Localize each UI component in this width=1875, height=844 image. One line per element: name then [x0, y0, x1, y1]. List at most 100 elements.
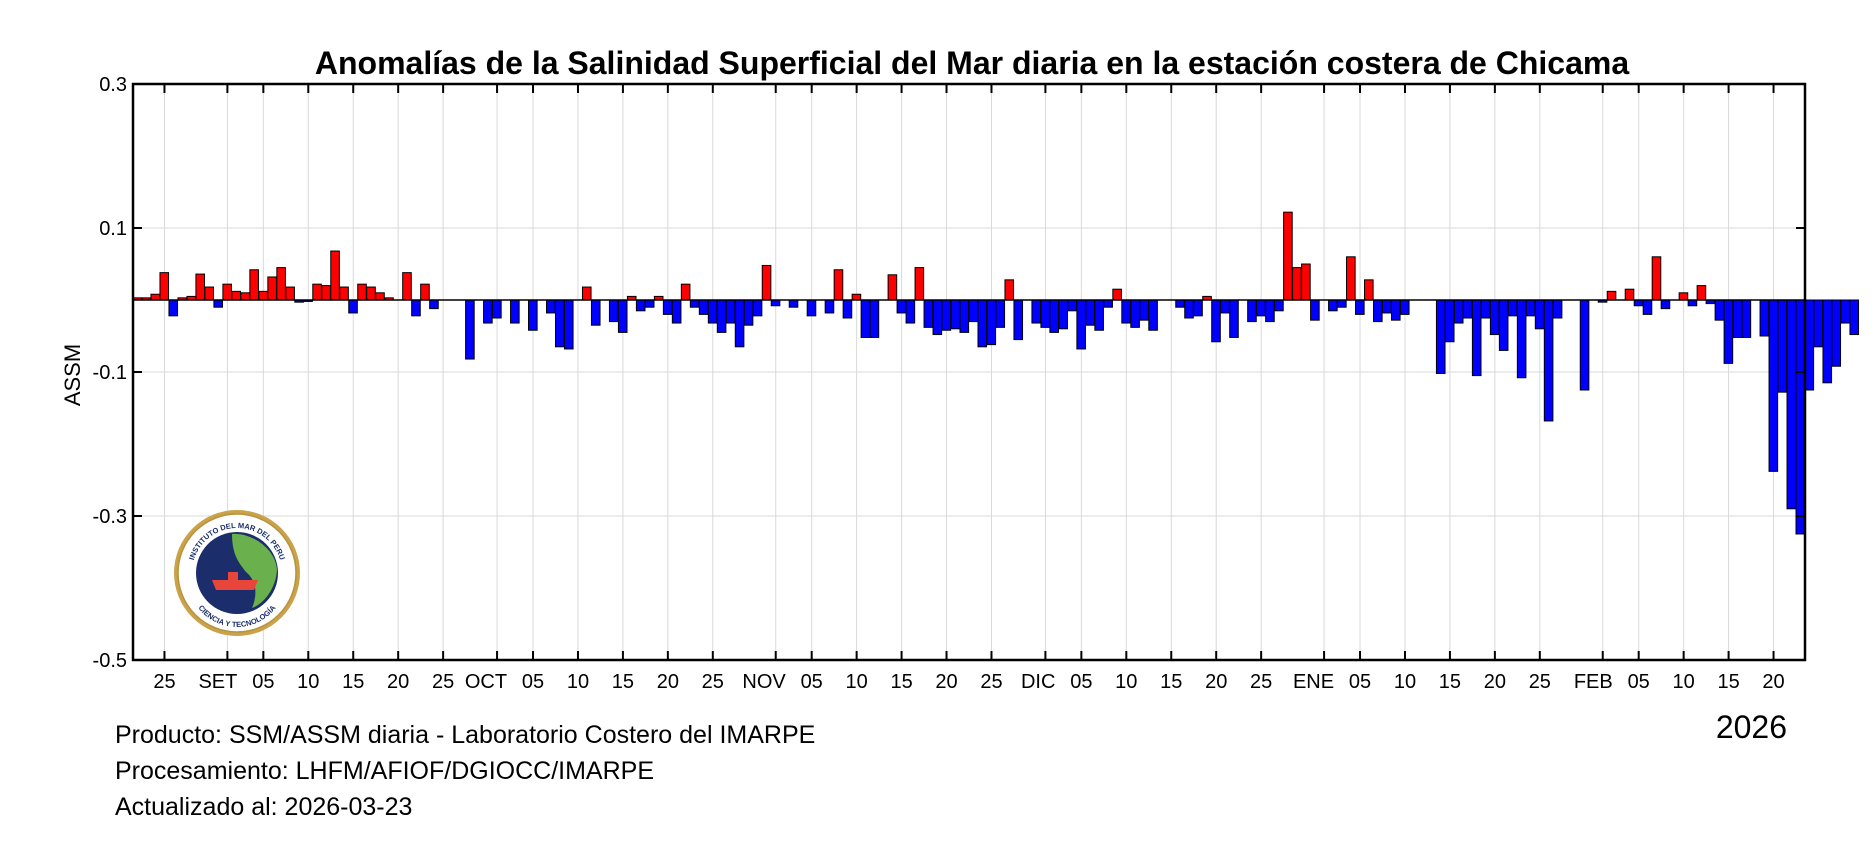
bar-negative [483, 299, 493, 324]
bar-positive [222, 283, 232, 301]
bar-positive [420, 283, 430, 301]
bar-negative [554, 299, 565, 348]
bar-negative [1525, 299, 1536, 317]
footer-credits: Producto: SSM/ASSM diaria - Laboratorio … [115, 717, 815, 825]
bar-negative [1723, 299, 1734, 364]
bar-negative [1786, 299, 1797, 510]
bar-negative [213, 299, 223, 308]
bar-positive [150, 293, 161, 301]
bar-negative [510, 299, 520, 324]
x-tick-label: NOV [742, 671, 786, 693]
bar-positive [761, 264, 772, 301]
grid-lines [133, 83, 1805, 661]
footer-product: Producto: SSM/ASSM diaria - Laboratorio … [115, 721, 816, 749]
y-tick-label: -0.3 [93, 506, 127, 528]
bar-negative [905, 299, 916, 324]
bar-negative [1462, 299, 1473, 319]
x-tick-label: SET [198, 671, 237, 693]
bar-positive [914, 267, 925, 301]
bar-positive [851, 293, 862, 301]
x-tick-label: 05 [252, 671, 274, 693]
bar-negative [1507, 299, 1518, 317]
bar-negative [752, 299, 763, 317]
bar-negative [1552, 299, 1563, 319]
bar-negative [1049, 299, 1059, 333]
x-tick-label: 20 [1484, 671, 1506, 693]
bar-positive [581, 286, 592, 301]
bar-negative [1229, 299, 1239, 338]
x-tick-label: OCT [465, 671, 507, 693]
bar-negative [1265, 299, 1275, 323]
bar-negative [1498, 299, 1509, 351]
bar-positive [159, 272, 170, 301]
x-tick-label: 05 [1349, 671, 1371, 693]
x-tick-label: 15 [1160, 671, 1182, 693]
y-tick-label: -0.1 [93, 362, 127, 384]
bar-negative [986, 299, 997, 346]
bar-negative [698, 299, 709, 315]
bar-negative [869, 299, 880, 338]
bar-positive [1292, 267, 1302, 301]
bar-positive [1346, 256, 1356, 301]
x-tick-label: 25 [432, 671, 454, 693]
bar-negative [1139, 299, 1149, 321]
bar-negative [617, 299, 628, 333]
y-tick-label: 0.3 [99, 74, 127, 96]
bar-negative [977, 299, 988, 348]
bar-negative [806, 299, 817, 317]
bar-negative [1058, 299, 1068, 330]
bar-negative [1148, 299, 1158, 331]
bar-negative [896, 299, 907, 314]
x-tick-label: 05 [1070, 671, 1092, 693]
bars [132, 211, 1860, 535]
bar-positive [1651, 256, 1662, 301]
bar-negative [1642, 299, 1653, 315]
bar-negative [1741, 299, 1752, 338]
bar-negative [743, 299, 754, 326]
y-tick-label: -0.5 [93, 650, 127, 672]
bar-negative [644, 299, 655, 308]
x-tick-label: 10 [297, 671, 319, 693]
x-tick-label: ENE [1293, 671, 1334, 693]
bar-negative [1543, 299, 1554, 422]
bar-negative [348, 299, 358, 314]
bar-negative [1274, 299, 1284, 312]
bar-positive [1606, 290, 1617, 301]
x-tick-label: 25 [153, 671, 175, 693]
x-tick-label: 15 [1439, 671, 1461, 693]
bar-positive [321, 285, 331, 301]
x-tick-label: 15 [342, 671, 364, 693]
x-tick-label: 25 [980, 671, 1002, 693]
bar-negative [429, 299, 439, 310]
bar-negative [1310, 299, 1320, 321]
bar-negative [1759, 299, 1770, 337]
x-tick-label: 25 [702, 671, 724, 693]
bar-negative [1355, 299, 1365, 315]
bar-negative [1579, 299, 1590, 391]
bar-positive [680, 283, 691, 301]
bar-negative [1328, 299, 1338, 312]
x-tick-label: 20 [935, 671, 957, 693]
bar-positive [1301, 263, 1311, 301]
bar-positive [402, 272, 412, 301]
bar-positive [887, 274, 898, 301]
bar-negative [492, 299, 502, 319]
y-axis-ticks: 0.3 0.1 -0.1 -0.3 -0.5 [93, 74, 1805, 672]
bar-positive [1112, 288, 1122, 301]
bar-negative [671, 299, 682, 324]
bar-negative [1211, 299, 1221, 343]
bar-negative [932, 299, 943, 336]
bar-positive [1696, 285, 1707, 301]
bar-negative [1768, 299, 1779, 472]
bar-negative [1444, 299, 1455, 343]
x-tick-label: 15 [1717, 671, 1739, 693]
bar-negative [546, 299, 556, 314]
bar-positive [231, 290, 241, 301]
bar-negative [707, 299, 718, 324]
bar-negative [1840, 299, 1851, 324]
x-tick-label: 05 [1628, 671, 1650, 693]
bar-negative [608, 299, 619, 323]
x-tick-label: 20 [1762, 671, 1784, 693]
bar-negative [1130, 299, 1140, 328]
